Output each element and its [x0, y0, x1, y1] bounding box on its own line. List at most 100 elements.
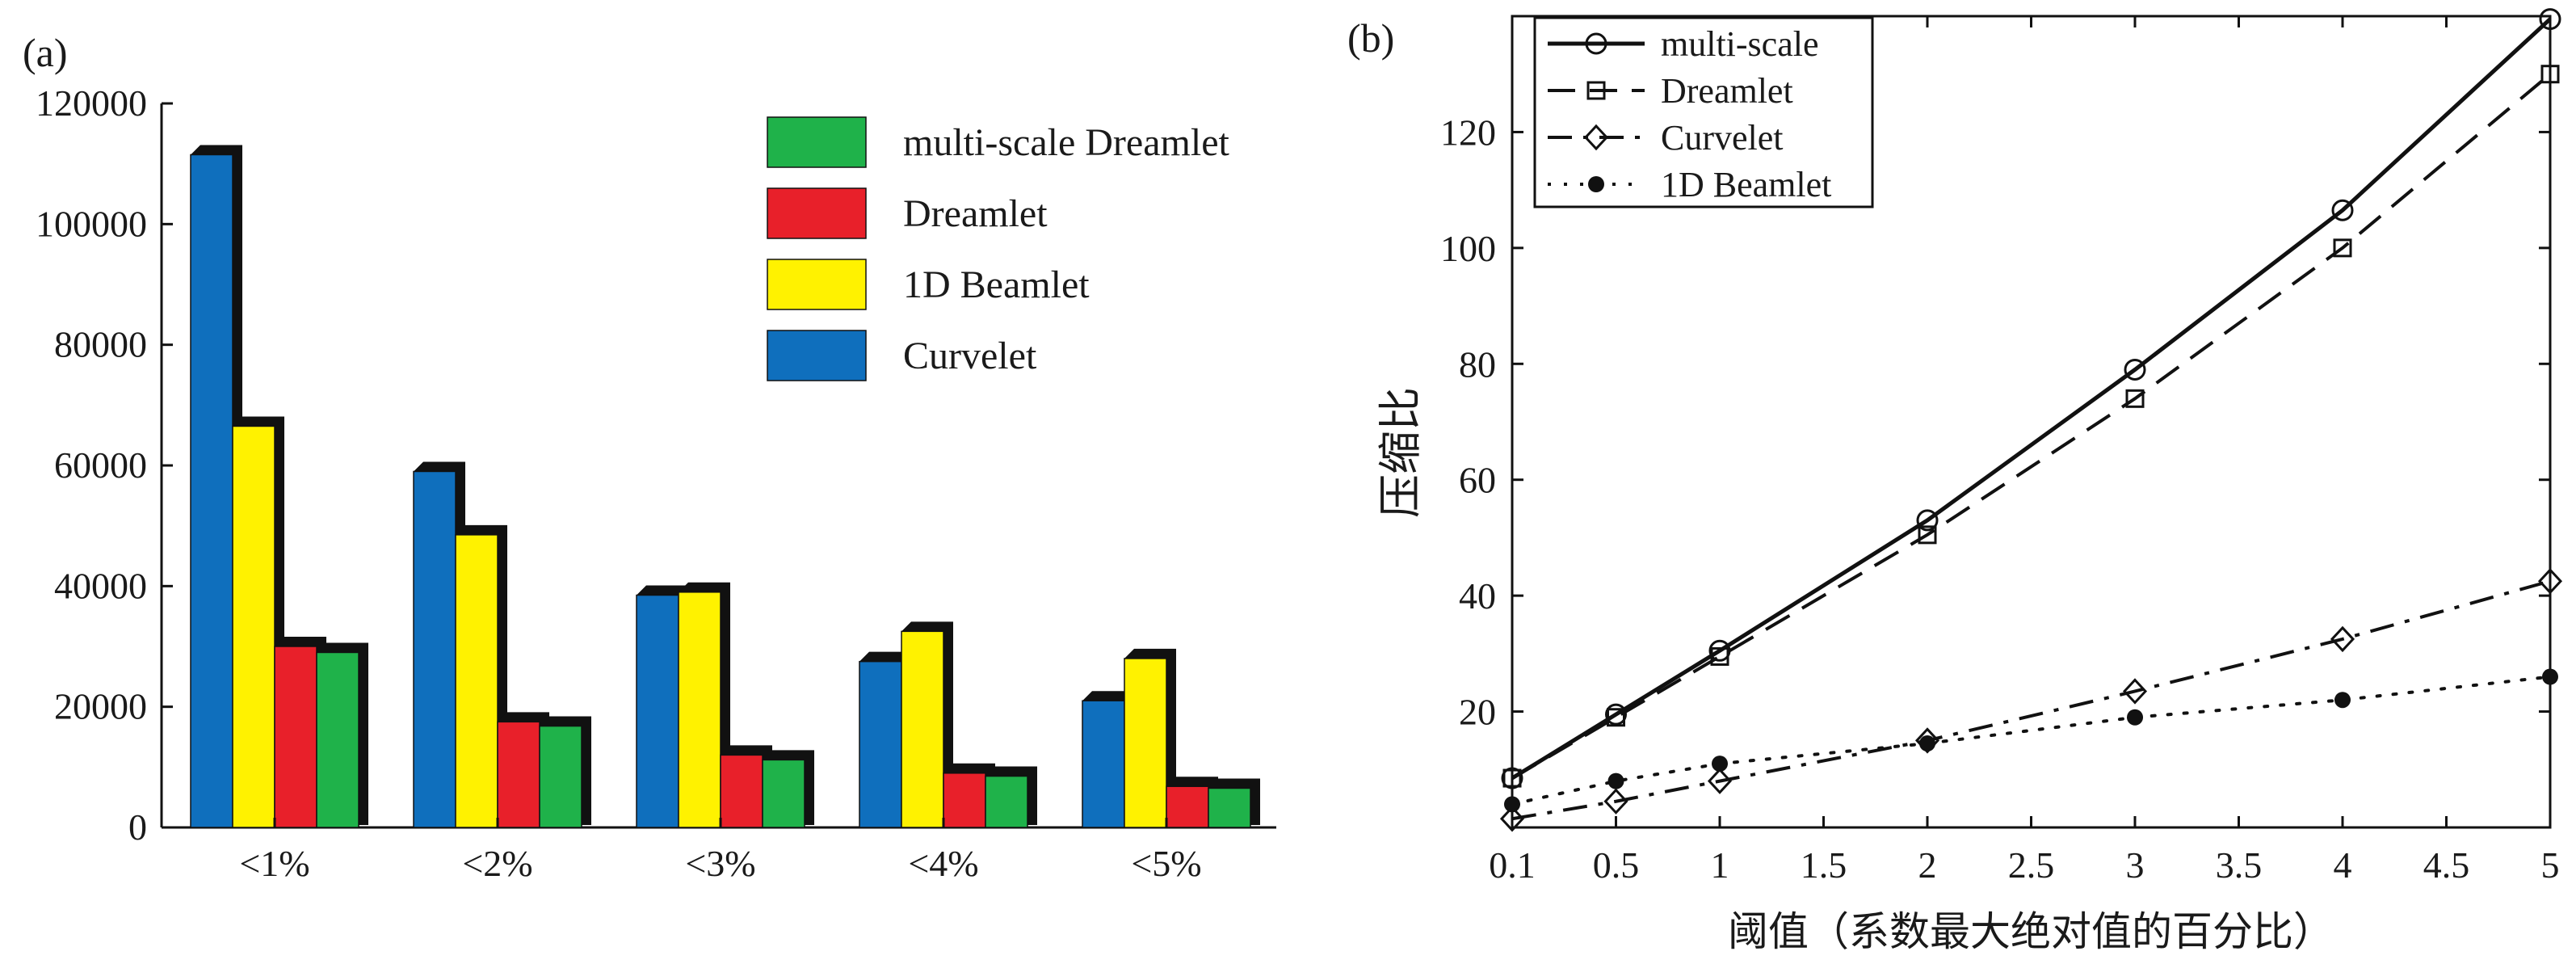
panel-a-legend: multi-scale Dreamlet Dreamlet 1D Beamlet Cu… [767, 116, 1229, 381]
series-multi-scale [1501, 8, 2561, 789]
legend-box [1533, 16, 1874, 208]
legend-label: multi-scale Dreamlet [903, 121, 1229, 164]
y-tick-label: 80000 [54, 324, 147, 365]
bar-curvelet-4 [1082, 700, 1125, 828]
point-1d-beamlet-5 [2334, 692, 2351, 709]
x-tick-label: 4.5 [2423, 844, 2470, 886]
x-tick-label: 0.5 [1593, 844, 1640, 886]
bar-1d-beamlet-4 [1124, 658, 1167, 828]
x-tick-label: 1.5 [1801, 844, 1847, 886]
series-dreamlet [1502, 65, 2560, 788]
bar-dreamlet-4 [1166, 785, 1209, 828]
point-multi-scale-1 [1605, 703, 1627, 726]
x-tick-label: 1 [1711, 844, 1729, 886]
bar-multi-scale-dreamlet-4 [1208, 787, 1251, 828]
panel-b-line-chart: (b) 20 40 60 80 100 120 0.1 0.5 1 1.5 2 2.5 3 3.5 4 4.… [1347, 8, 2563, 954]
y-tick-label: 100 [1440, 228, 1496, 269]
panel-b-series [1499, 8, 2563, 832]
legend-label: Dreamlet [1661, 71, 1793, 111]
x-tick-label: <1% [239, 843, 309, 884]
point-curvelet-4 [2122, 678, 2148, 705]
panel-a-bars [190, 145, 1260, 828]
point-curvelet-5 [2330, 625, 2355, 653]
bar-1d-beamlet-2 [678, 591, 721, 828]
point-curvelet-3 [1914, 727, 1940, 754]
legend-marker [1585, 32, 1607, 55]
panel-b-legend: multi-scale Dreamlet Curvelet 1D Beamlet [1533, 16, 1874, 208]
bar-1d-beamlet-3 [901, 630, 944, 828]
bar-multi-scale-dreamlet-2 [762, 759, 805, 828]
point-1d-beamlet-6 [2542, 668, 2558, 685]
bar-shadow [540, 716, 591, 825]
x-tick-label: 3 [2126, 844, 2145, 886]
point-dreamlet-2 [1710, 646, 1729, 666]
point-1d-beamlet-0 [1504, 796, 1520, 813]
panel-a-x-ticks: <1% <2% <3% <4% <5% [239, 818, 1202, 884]
line-1d-beamlet [1511, 675, 2552, 806]
legend-swatch-curvelet [767, 330, 867, 381]
point-curvelet-6 [2537, 568, 2563, 595]
legend-marker [1588, 176, 1604, 192]
point-multi-scale-0 [1501, 767, 1523, 789]
y-tick-label: 120000 [36, 82, 147, 124]
point-dreamlet-0 [1502, 768, 1522, 788]
point-curvelet-0 [1499, 806, 1525, 832]
panel-b-x-ticks: 0.1 0.5 1 1.5 2 2.5 3 3.5 4 4.5 5 [1489, 16, 2560, 886]
legend-swatch-dreamlet [767, 187, 867, 239]
y-tick-label: 20000 [54, 686, 147, 727]
x-tick-label: 0.1 [1489, 844, 1536, 886]
point-dreamlet-5 [2333, 238, 2352, 258]
point-1d-beamlet-4 [2127, 709, 2143, 726]
point-1d-beamlet-3 [1919, 735, 1935, 752]
y-tick-label: 40000 [54, 565, 147, 606]
legend-label: Curvelet [903, 335, 1037, 377]
panel-a-y-ticks: 0 20000 40000 60000 80000 100000 120000 [36, 82, 173, 848]
bar-multi-scale-dreamlet-0 [316, 651, 359, 828]
x-tick-label: <3% [685, 843, 755, 884]
legend-marker [1583, 124, 1609, 151]
y-tick-label: 100000 [36, 203, 147, 244]
bar-dreamlet-0 [274, 646, 317, 828]
legend-label: multi-scale [1661, 24, 1819, 64]
y-tick-label: 40 [1459, 575, 1496, 617]
y-tick-label: 120 [1440, 112, 1496, 153]
line-multi-scale [1511, 17, 2552, 781]
bar-dreamlet-2 [720, 754, 763, 828]
x-tick-label: 3.5 [2216, 844, 2263, 886]
point-multi-scale-3 [1916, 509, 1939, 532]
bar-curvelet-0 [190, 154, 233, 828]
point-dreamlet-6 [2540, 65, 2560, 84]
bar-1d-beamlet-1 [455, 534, 498, 828]
point-dreamlet-4 [2125, 389, 2145, 408]
bar-curvelet-1 [413, 470, 456, 828]
y-tick-label: 20 [1459, 692, 1496, 733]
legend-label: Dreamlet [903, 192, 1048, 235]
bar-curvelet-3 [859, 660, 902, 828]
legend-swatch-1d-beamlet [767, 259, 867, 310]
y-tick-label: 80 [1459, 343, 1496, 385]
panel-a-bar-chart: (a) 0 20000 40000 60000 80000 100000 120000 <1… [23, 30, 1276, 884]
x-tick-label: <5% [1131, 843, 1201, 884]
bar-shadow [763, 750, 814, 825]
y-tick-label: 0 [128, 806, 147, 848]
series-curvelet [1499, 568, 2563, 832]
panel-b-x-axis-title: 阈值（系数最大绝对值的百分比） [1728, 909, 2334, 954]
x-tick-label: <2% [462, 843, 532, 884]
panel-a-label: (a) [23, 30, 68, 75]
point-multi-scale-4 [2124, 358, 2146, 381]
legend-label: 1D Beamlet [903, 263, 1090, 306]
point-dreamlet-1 [1607, 708, 1625, 727]
point-curvelet-1 [1603, 788, 1628, 815]
point-curvelet-2 [1707, 768, 1733, 794]
y-tick-label: 60 [1459, 460, 1496, 501]
x-tick-label: 4 [2334, 844, 2352, 886]
legend-marker [1586, 81, 1606, 100]
bar-dreamlet-1 [497, 721, 540, 828]
point-multi-scale-2 [1708, 639, 1731, 662]
point-1d-beamlet-1 [1607, 772, 1624, 789]
panel-b-y-ticks: 20 40 60 80 100 120 [1440, 112, 2550, 733]
legend-label: 1D Beamlet [1661, 165, 1831, 204]
panel-b-label: (b) [1347, 15, 1394, 61]
y-tick-label: 60000 [54, 444, 147, 486]
